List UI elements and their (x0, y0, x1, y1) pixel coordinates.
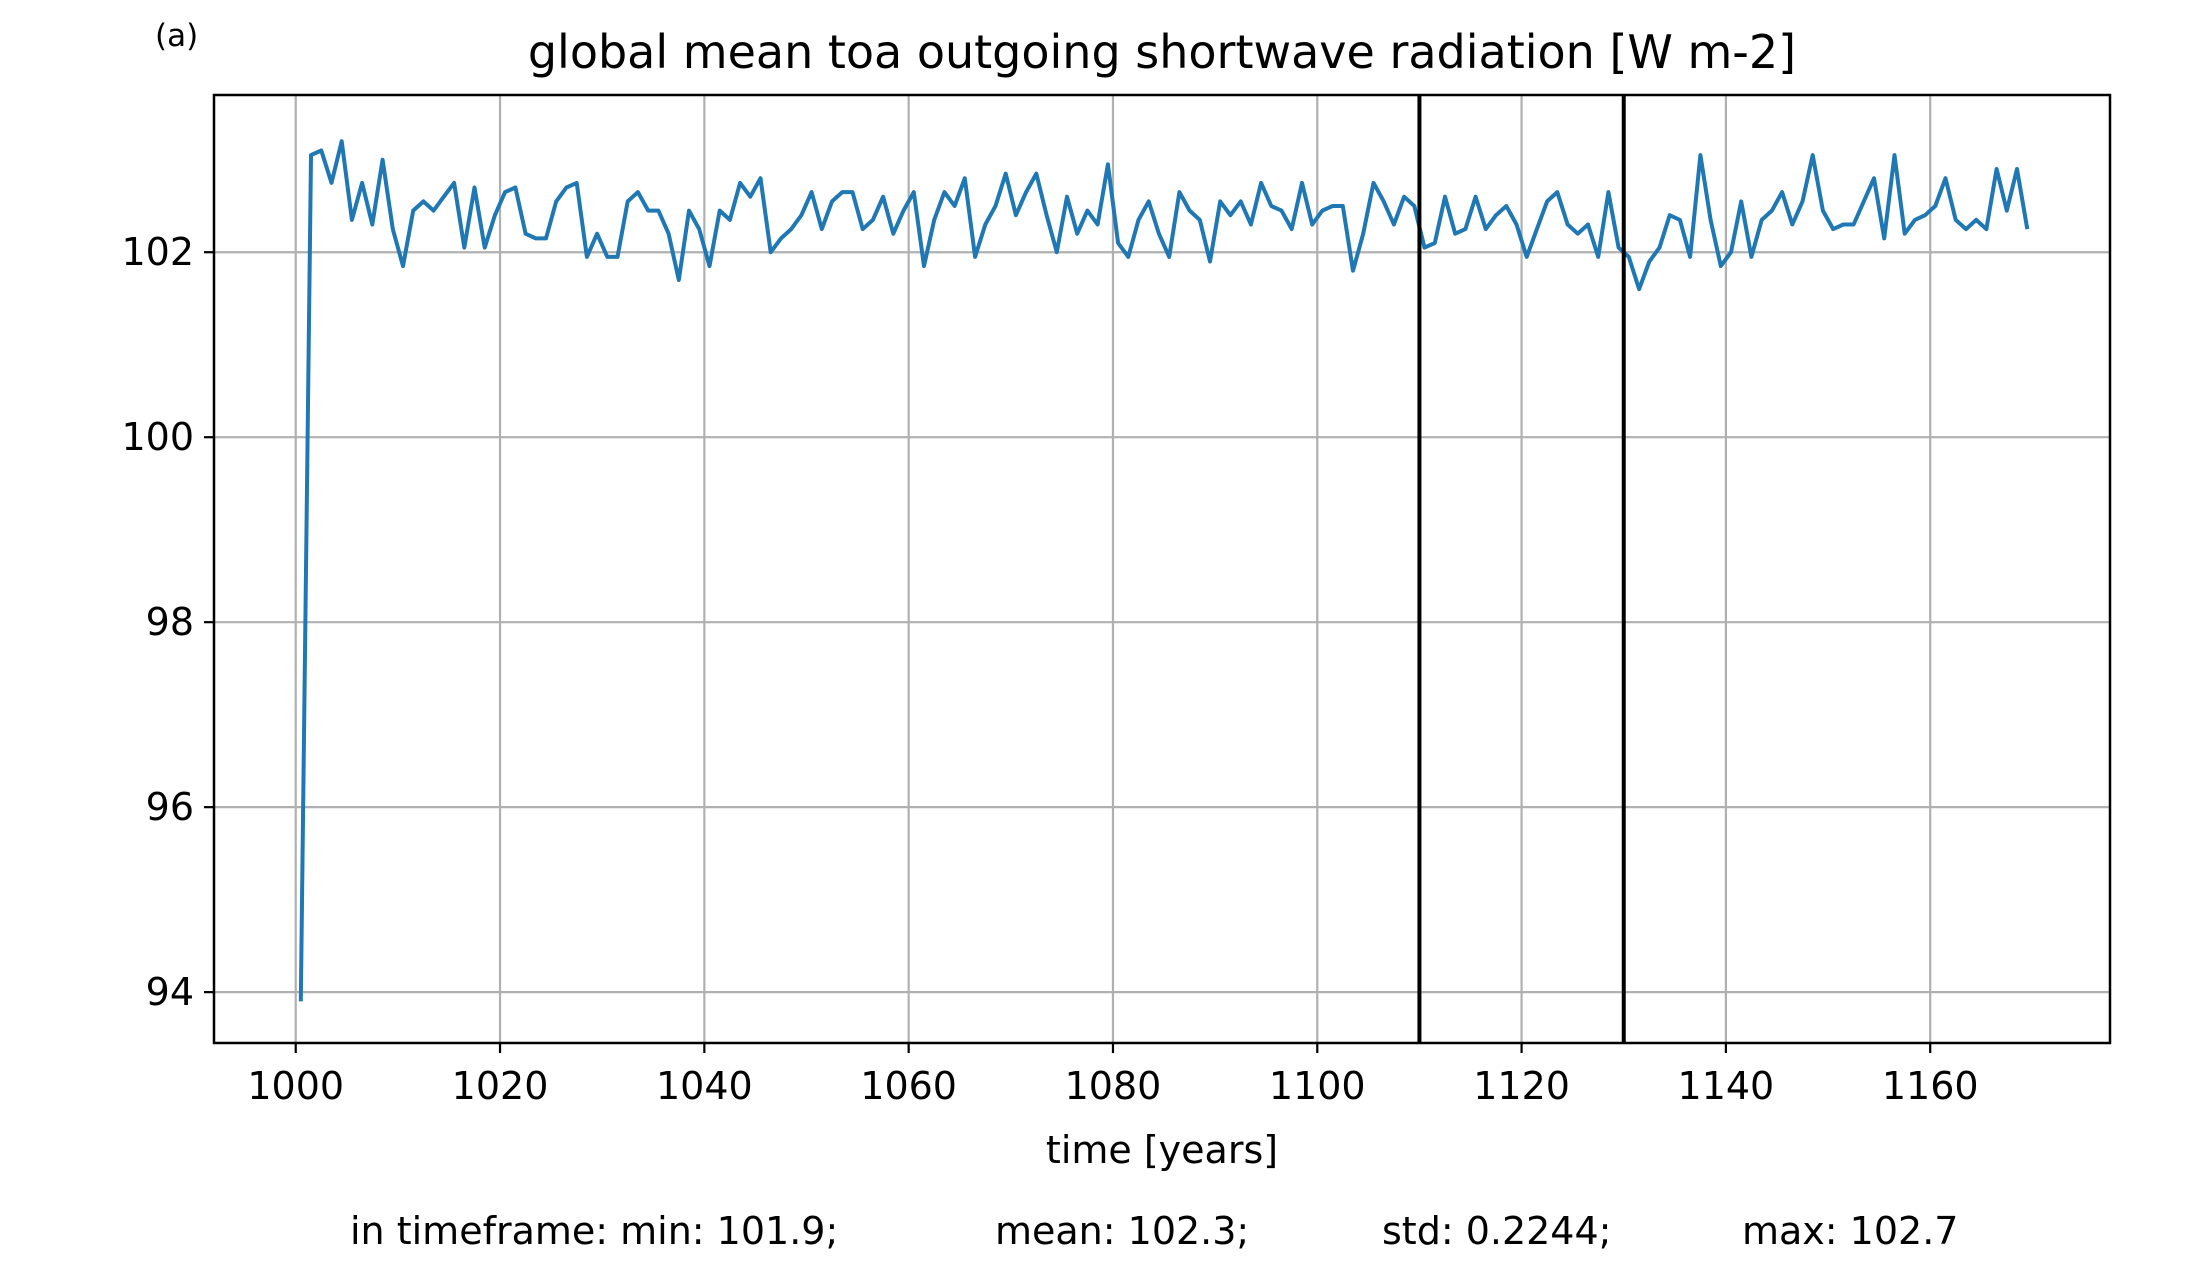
grid-layer (214, 95, 2110, 1043)
chart-title: global mean toa outgoing shortwave radia… (528, 25, 1796, 79)
data-layer (298, 139, 2030, 1002)
y-tick-label: 98 (146, 600, 194, 644)
panel-label: (a) (155, 18, 198, 54)
x-tick-label: 1020 (452, 1064, 549, 1108)
x-axis-label: time [years] (1046, 1128, 1278, 1172)
x-tick-label: 1000 (247, 1064, 344, 1108)
x-tick-label: 1040 (656, 1064, 753, 1108)
x-tick-label: 1120 (1473, 1064, 1570, 1108)
stats-std: std: 0.2244; (1382, 1209, 1611, 1253)
tick-layer: 1000 1020 1040 1060 1080 1100 1120 1140 1160 94 96… (121, 230, 1978, 1108)
y-tick-label: 100 (121, 415, 194, 459)
x-tick-label: 1140 (1678, 1064, 1775, 1108)
data-series-line (298, 139, 2030, 1002)
x-tick-label: 1060 (860, 1064, 957, 1108)
y-tick-label: 102 (121, 230, 194, 274)
x-tick-label: 1100 (1269, 1064, 1366, 1108)
marker-lines-layer (1417, 95, 1626, 1043)
x-tick-label: 1160 (1882, 1064, 1979, 1108)
y-tick-label: 96 (146, 785, 194, 829)
stats-mean: mean: 102.3; (995, 1209, 1249, 1253)
stats-max: max: 102.7 (1742, 1209, 1958, 1253)
stats-min: in timeframe: min: 101.9; (350, 1209, 838, 1253)
plot-area-frame (212, 93, 2112, 1045)
y-tick-label: 94 (146, 970, 194, 1014)
x-tick-label: 1080 (1065, 1064, 1162, 1108)
